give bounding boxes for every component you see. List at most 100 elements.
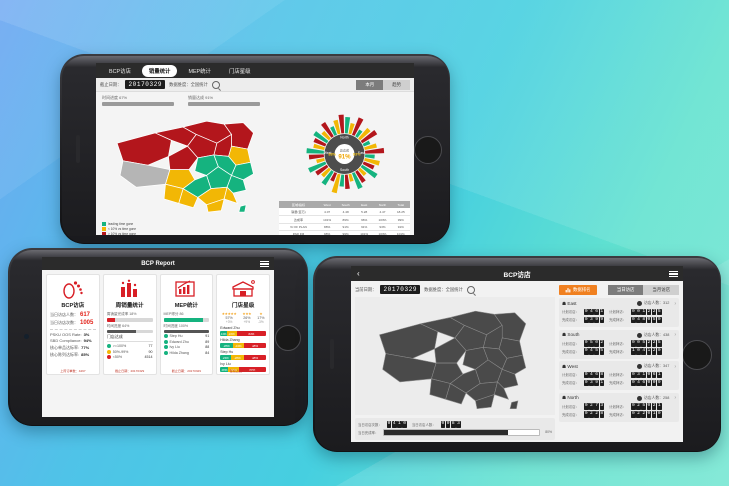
radial-segment[interactable]	[358, 167, 367, 177]
hamburger-menu-icon[interactable]	[669, 270, 678, 278]
metric-label: 计划拜访：	[609, 373, 627, 378]
person-rating-bar[interactable]: 14% 22% 64%	[220, 331, 266, 336]
segment-this-month[interactable]: 本月	[356, 79, 384, 90]
region-card[interactable]: ☗ North 访店人数：258 › 计划访店： 0 2 7 3 计划拜访： 0 2 5 0 2 1 完成访店…	[559, 392, 679, 422]
home-button[interactable]	[275, 325, 301, 351]
chevron-right-icon[interactable]: ›	[674, 300, 676, 307]
people-icon	[637, 332, 642, 338]
tab-store-rating[interactable]: 门店星级	[228, 68, 251, 75]
radial-segment[interactable]	[315, 164, 329, 176]
person-rating-bar[interactable]: 18% 22% 60%	[220, 367, 266, 372]
radial-segment[interactable]	[308, 161, 327, 173]
stat-label: 核心陈列达标率:	[50, 352, 80, 357]
card-mep-stats[interactable]: MEP统计 MEP得分 86 时间进度 100% Step Hu 91 Edwa…	[159, 274, 214, 375]
tab-bcp-visit[interactable]: BCP访店	[109, 68, 131, 75]
radial-segment[interactable]	[344, 174, 350, 190]
radial-segment[interactable]	[360, 130, 378, 144]
search-icon[interactable]	[211, 80, 220, 89]
tab-sales-stats[interactable]: 销量统计	[141, 64, 178, 77]
star-delta: -3%	[258, 320, 264, 324]
chevron-right-icon[interactable]: ›	[674, 332, 676, 338]
radial-segment[interactable]	[306, 148, 325, 154]
legend-swatch-red	[102, 232, 106, 235]
radial-segment[interactable]	[321, 170, 334, 186]
radial-segment[interactable]	[351, 172, 363, 190]
table-header-cell: 区域/指标	[279, 201, 318, 208]
radial-segment[interactable]	[364, 158, 380, 166]
card-store-rating[interactable]: 门店星级 ★★★★★ 57% +3% ★★★ 26% +9% ★ 17%	[216, 274, 270, 375]
tab-mep-stats[interactable]: MEP统计	[188, 68, 211, 75]
radial-segment[interactable]	[339, 174, 345, 187]
radial-segment[interactable]	[313, 131, 329, 144]
progress-time: 时间进度 67%	[102, 95, 174, 106]
card-weekly-sales[interactable]: 周销量统计 周销量完成率 18% 时间进度 64% 门店达成 >=100% 77…	[102, 274, 157, 375]
china-map-grey[interactable]	[355, 297, 555, 415]
radial-segment[interactable]	[321, 167, 331, 178]
table-cell: 89%	[336, 215, 356, 224]
china-map-chart[interactable]: leading time gone < 10% vs time gone > 1…	[100, 108, 275, 235]
radial-segment[interactable]	[330, 126, 338, 136]
rating-segment: 24%	[233, 343, 245, 348]
radial-segment[interactable]	[348, 122, 355, 135]
radial-segment[interactable]	[338, 114, 345, 134]
segment-today[interactable]: 当日访店	[607, 285, 644, 295]
region-card[interactable]: ☗ East 访店人数：312 › 计划访店： 0 4 6 1 计划拜访： 0 0 1 2 2 5 完成访店：…	[559, 298, 679, 327]
person-rating-bar[interactable]: 28% 24% 48%	[220, 343, 266, 348]
radial-segment[interactable]	[355, 170, 366, 183]
segment-this-month[interactable]: 当月访店	[643, 285, 679, 295]
radial-center-label: 总达成	[340, 148, 349, 153]
radial-segment[interactable]	[358, 127, 371, 141]
radial-segment[interactable]	[308, 154, 325, 160]
radial-segment[interactable]	[351, 117, 364, 136]
radial-segment[interactable]	[321, 130, 331, 141]
radial-segment[interactable]	[362, 140, 371, 147]
search-icon[interactable]	[466, 285, 475, 294]
card-bcp-visit[interactable]: BCP访店 当日访店人数： 617 当日访店次数： 1005 PSKU OOS …	[46, 274, 100, 375]
rating-segment: 22%	[226, 331, 237, 336]
lcd-digit: 5	[594, 348, 599, 355]
region-card[interactable]: ☗ South 访店人数：438 › 计划访店： 0 5 0 2 计划拜访： 0 0 5 2 2 5 完成访店…	[559, 329, 679, 359]
radial-segment[interactable]	[313, 143, 325, 150]
footer-visits-label: 当日访店次数：	[358, 422, 382, 427]
radial-segment[interactable]	[364, 147, 385, 154]
lcd-digit: 1	[657, 403, 662, 410]
radial-segment[interactable]	[344, 116, 351, 134]
radial-segment[interactable]	[364, 143, 377, 150]
lcd-digit: 0	[646, 379, 652, 386]
chevron-right-icon[interactable]: ›	[674, 395, 676, 401]
radial-segment[interactable]	[333, 119, 341, 135]
home-button[interactable]	[414, 136, 442, 164]
radial-segment[interactable]	[364, 154, 375, 159]
date-value[interactable]: 20170329	[380, 285, 421, 294]
app-header: ‹ BCP访店	[351, 266, 683, 281]
table-body: 销量(百万) 4.07 4.48 5.28 4.47 18.25 达成率 101% 89% 96%…	[279, 208, 410, 235]
row-value: 91	[205, 334, 210, 338]
radial-segment[interactable]	[331, 173, 341, 194]
segment-trend[interactable]: 趋势	[383, 79, 410, 90]
stat-core-display: 核心陈列达标率: 85%	[50, 352, 96, 358]
date-value[interactable]: 20170329	[125, 80, 166, 89]
radial-segment[interactable]	[355, 129, 363, 138]
region-card[interactable]: ☗ West 访店人数：347 › 计划访店： 0 4 6 8 计划拜访： 0 3 1 0 6 1 完成访店：…	[559, 361, 679, 390]
table-cell: 103%	[373, 215, 392, 224]
rank-button[interactable]: 数据排名	[559, 285, 597, 295]
radial-segment[interactable]	[313, 137, 327, 147]
row-value: 4514	[144, 355, 153, 359]
phone1-screen: BCP访店 销量统计 MEP统计 门店星级 截止日期： 20170329 数据维…	[96, 63, 414, 235]
radial-segment[interactable]	[330, 172, 338, 182]
radial-segment[interactable]	[316, 158, 325, 164]
lcd-digit: 3	[589, 316, 594, 323]
radial-segment[interactable]	[348, 173, 354, 182]
home-button[interactable]	[682, 340, 712, 370]
person-rating-bar[interactable]: 24% 28% 48%	[220, 355, 266, 360]
radial-segment[interactable]	[362, 161, 375, 170]
region-header: ☗ North 访店人数：258 ›	[562, 395, 676, 401]
radial-segment[interactable]	[360, 164, 378, 179]
row-value: 89	[205, 339, 210, 344]
radial-segment[interactable]	[321, 121, 334, 138]
chevron-right-icon[interactable]: ›	[674, 363, 676, 370]
chevron-left-icon[interactable]: ‹	[357, 268, 360, 278]
hamburger-menu-icon[interactable]	[260, 260, 269, 268]
